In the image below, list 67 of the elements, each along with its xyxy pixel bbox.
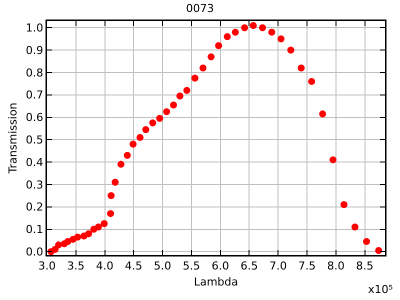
y-tick-label: 0.0 (26, 245, 44, 258)
point (224, 33, 231, 40)
point (130, 140, 137, 148)
point (156, 114, 164, 122)
y-tick-label: 0.8 (26, 66, 44, 80)
y-tick-label: 0.7 (26, 88, 44, 102)
x-tick-label: 8.0 (327, 260, 345, 273)
point (100, 220, 108, 228)
point (55, 241, 62, 248)
chart-title: 0073 (186, 2, 214, 16)
point (268, 28, 276, 36)
x-tick-label: 8.5 (356, 260, 374, 273)
point (136, 134, 144, 141)
point (163, 108, 170, 116)
point (330, 156, 336, 164)
point (259, 24, 266, 32)
point (375, 247, 382, 254)
x-tick-label: 5.0 (154, 260, 172, 273)
x-tick-label: 4.5 (124, 260, 142, 273)
point (340, 201, 348, 208)
point (74, 234, 82, 241)
x-tick-label: 6.0 (212, 260, 230, 273)
x-axis-title: Lambda (194, 276, 238, 289)
x-tick-label: 3.5 (67, 260, 85, 273)
point (117, 160, 124, 168)
point (241, 24, 248, 32)
x-tick-label: 5.5 (182, 260, 200, 273)
point (215, 42, 222, 50)
point (176, 92, 184, 100)
point (287, 46, 294, 54)
point (108, 192, 115, 200)
point (124, 152, 131, 159)
point (183, 86, 190, 94)
point (191, 74, 198, 82)
y-tick-label: 0.2 (26, 200, 44, 214)
point (107, 210, 114, 218)
point (149, 119, 156, 126)
point (351, 224, 358, 231)
point (250, 22, 257, 29)
point (85, 230, 92, 238)
point (208, 53, 215, 60)
y-tick-label: 0.6 (26, 111, 44, 124)
x-tick-label: 4.0 (96, 260, 114, 273)
y-axis-title: Transmission (6, 102, 20, 175)
point (170, 101, 178, 108)
point (278, 35, 284, 42)
x-tick-label: 7.5 (298, 260, 316, 273)
point (94, 224, 102, 231)
point (232, 28, 239, 36)
x-tick-label: 3.0 (38, 260, 56, 273)
point (52, 246, 59, 253)
y-tick-label: 1.0 (26, 22, 44, 35)
y-tick-label: 0.3 (26, 178, 44, 192)
x-tick-label: 7.0 (269, 260, 287, 273)
text: x10⁵ (368, 283, 393, 296)
y-tick-label: 0.5 (26, 134, 44, 147)
point (308, 78, 316, 85)
y-tick-label: 0.1 (26, 223, 44, 236)
point (200, 64, 206, 72)
point (142, 126, 150, 134)
y-tick-label: 0.9 (26, 44, 44, 57)
point (298, 64, 305, 72)
point (363, 238, 370, 246)
x-tick-label: 6.5 (240, 260, 258, 273)
point (112, 178, 119, 186)
y-tick-label: 0.4 (26, 156, 44, 169)
point (319, 110, 326, 118)
